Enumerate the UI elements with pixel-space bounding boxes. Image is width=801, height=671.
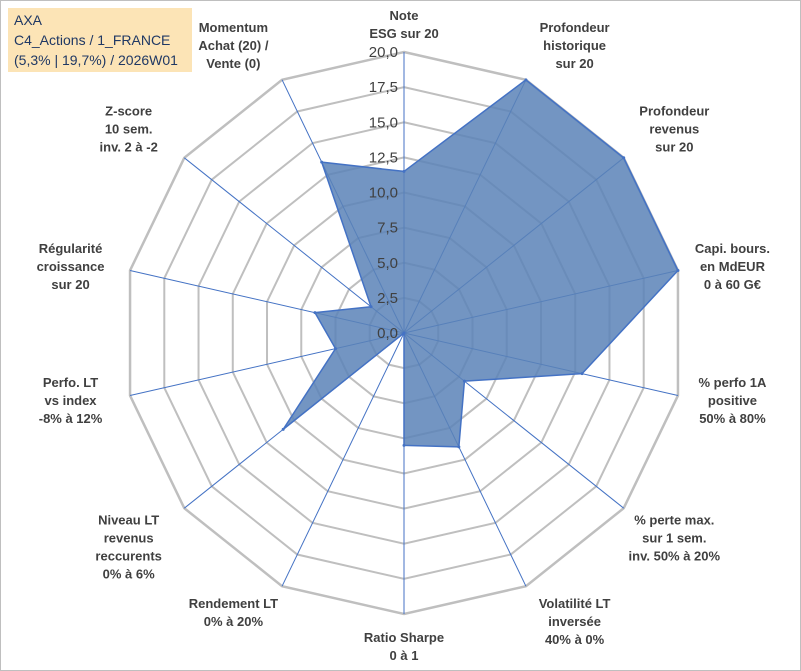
axis-label-line: en MdEUR bbox=[700, 259, 766, 274]
title-line-stats: (5,3% | 19,7%) / 2026W01 bbox=[14, 52, 178, 68]
axis-label-line: reccurents bbox=[95, 549, 161, 564]
tick-label: 0,0 bbox=[377, 325, 398, 342]
axis-label: Profondeur revenus sur 20 bbox=[639, 103, 709, 154]
axis-label: Ratio Sharpe 0 à 1 bbox=[364, 630, 444, 663]
data-point bbox=[281, 427, 285, 431]
axis-label: Note ESG sur 20 bbox=[369, 8, 438, 41]
axis-label-line: sur 20 bbox=[655, 139, 693, 154]
data-point bbox=[313, 311, 317, 315]
tick-label: 10,0 bbox=[369, 185, 398, 202]
tick-label: 5,0 bbox=[377, 255, 398, 272]
axis-label-line: Z-score bbox=[105, 103, 152, 118]
axis-spoke bbox=[281, 332, 405, 587]
axis-label-line: % perfo 1A bbox=[699, 375, 768, 390]
axis-label-line: % perte max. bbox=[634, 513, 714, 528]
axis-label-line: 0 à 1 bbox=[390, 648, 419, 663]
axis-label-line: ESG sur 20 bbox=[369, 26, 438, 41]
axis-label-line: inv. 50% à 20% bbox=[629, 549, 721, 564]
axis-label-line: sur 20 bbox=[51, 277, 89, 292]
tick-label: 17,5 bbox=[369, 79, 398, 96]
axis-label: Z-score 10 sem. inv. 2 à -2 bbox=[100, 103, 158, 154]
data-point bbox=[622, 156, 626, 160]
axis-label: % perte max. sur 1 sem. inv. 50% à 20% bbox=[629, 513, 721, 564]
data-point bbox=[369, 305, 373, 309]
data-point bbox=[402, 443, 406, 447]
axis-label-line: Régularité bbox=[39, 241, 103, 256]
axis-label-line: Volatilité LT bbox=[539, 596, 611, 611]
tick-label: 7,5 bbox=[377, 220, 398, 237]
data-point bbox=[580, 372, 584, 376]
axis-label: Niveau LT revenus reccurents 0% à 6% bbox=[95, 513, 161, 582]
data-point bbox=[402, 169, 406, 173]
axis-label: Capi. bours. en MdEUR 0 à 60 G€ bbox=[695, 241, 770, 292]
axis-label-line: 50% à 80% bbox=[699, 411, 766, 426]
axis-label-line: Rendement LT bbox=[189, 596, 278, 611]
axis-label-line: sur 20 bbox=[555, 56, 593, 71]
data-point bbox=[457, 445, 461, 449]
axis-label: Volatilité LT inversée 40% à 0% bbox=[539, 596, 611, 647]
axis-label-line: Capi. bours. bbox=[695, 241, 770, 256]
axis-label-line: croissance bbox=[37, 259, 105, 274]
series-area bbox=[282, 79, 679, 448]
axis-label: Perfo. LT vs index -8% à 12% bbox=[39, 375, 103, 426]
axis-label: Momentum Achat (20) / Vente (0) bbox=[198, 20, 268, 71]
axis-label-line: positive bbox=[708, 393, 757, 408]
axis-spoke bbox=[183, 157, 405, 334]
title-line-category: C4_Actions / 1_FRANCE bbox=[14, 32, 171, 48]
data-point bbox=[462, 379, 466, 383]
axis-label-line: revenus bbox=[104, 531, 154, 546]
axis-label-line: 0% à 20% bbox=[204, 614, 264, 629]
axis-label-line: Momentum bbox=[199, 20, 268, 35]
tick-label: 12,5 bbox=[369, 149, 398, 166]
axis-label-line: 10 sem. bbox=[105, 121, 153, 136]
axis-label-line: Note bbox=[390, 8, 419, 23]
axis-label-line: historique bbox=[543, 38, 606, 53]
data-point bbox=[320, 160, 324, 164]
axis-label-line: Niveau LT bbox=[98, 513, 159, 528]
axis-label-line: Profondeur bbox=[540, 20, 610, 35]
axis-label: Rendement LT 0% à 20% bbox=[189, 596, 278, 629]
data-point bbox=[676, 268, 680, 272]
data-point bbox=[524, 78, 528, 82]
title-line-company: AXA bbox=[14, 12, 43, 28]
axis-label-line: inv. 2 à -2 bbox=[100, 139, 158, 154]
axis-label-line: -8% à 12% bbox=[39, 411, 103, 426]
axis-label-line: Ratio Sharpe bbox=[364, 630, 444, 645]
axis-label-line: 0% à 6% bbox=[103, 567, 155, 582]
chart-title-box: AXA C4_Actions / 1_FRANCE (5,3% | 19,7%)… bbox=[8, 8, 192, 72]
axis-label-line: Perfo. LT bbox=[43, 375, 98, 390]
axis-label-line: 40% à 0% bbox=[545, 632, 605, 647]
tick-label: 20,0 bbox=[369, 44, 398, 61]
tick-label: 15,0 bbox=[369, 114, 398, 131]
axis-label-line: sur 1 sem. bbox=[642, 531, 706, 546]
data-point bbox=[402, 331, 406, 335]
axis-label: % perfo 1A positive 50% à 80% bbox=[699, 375, 768, 426]
axis-label-line: inversée bbox=[548, 614, 601, 629]
axis-label-line: vs index bbox=[45, 393, 98, 408]
axis-label: Profondeur historique sur 20 bbox=[540, 20, 610, 71]
axis-label: Régularité croissance sur 20 bbox=[37, 241, 105, 292]
tick-label: 2,5 bbox=[377, 290, 398, 307]
axis-label-line: Achat (20) / bbox=[198, 38, 268, 53]
axis-label-line: 0 à 60 G€ bbox=[704, 277, 761, 292]
axis-label-line: Vente (0) bbox=[206, 56, 260, 71]
data-point bbox=[334, 347, 338, 351]
axis-label-line: revenus bbox=[649, 121, 699, 136]
axis-label-line: Profondeur bbox=[639, 103, 709, 118]
